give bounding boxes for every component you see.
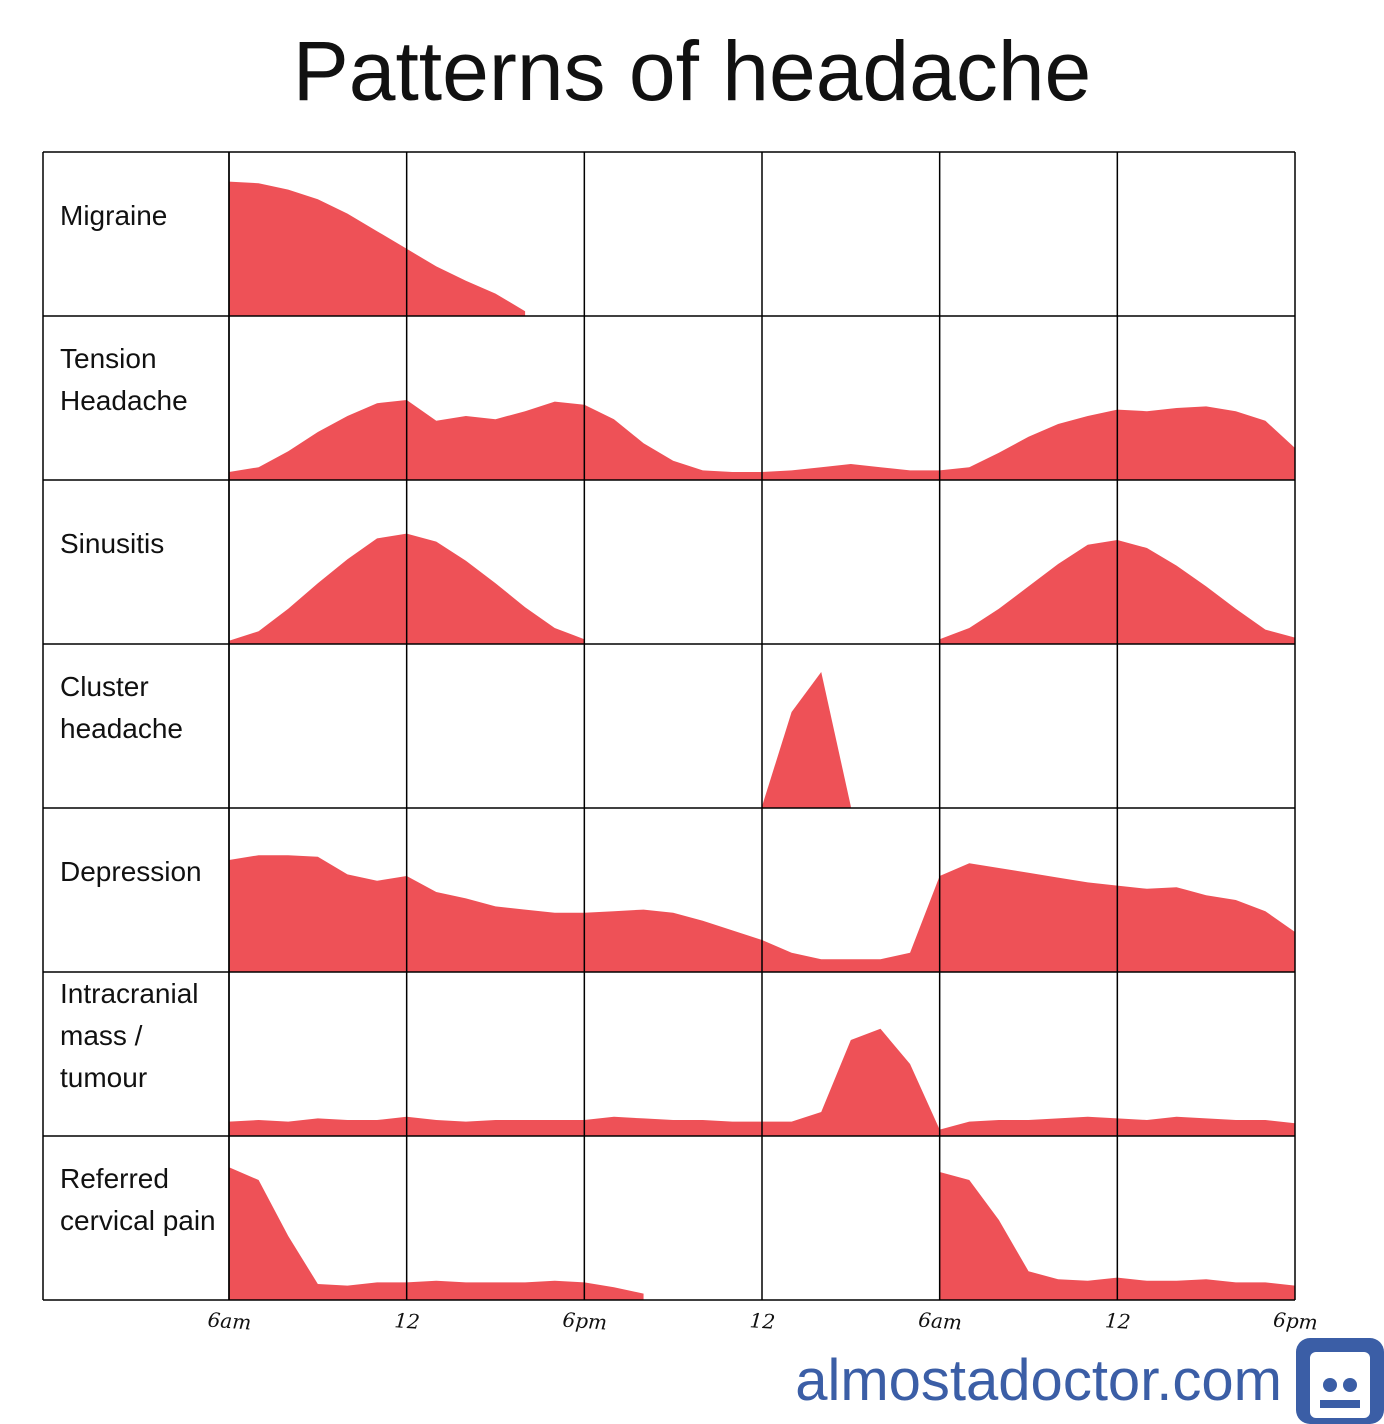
area bbox=[229, 855, 1295, 972]
area bbox=[229, 400, 1295, 480]
legend-label: Referred cervical pain bbox=[60, 1163, 216, 1236]
legend-label: Cluster headache bbox=[60, 671, 184, 744]
area bbox=[762, 672, 851, 808]
legend-label: Sinusitis bbox=[60, 528, 165, 559]
area bbox=[229, 1167, 644, 1300]
x-tick-label: 6am bbox=[918, 1308, 963, 1335]
chart-title: Patterns of headache bbox=[293, 24, 1092, 118]
area bbox=[229, 181, 526, 316]
x-tick-label: 6pm bbox=[562, 1307, 608, 1334]
x-tick-label: 12 bbox=[394, 1308, 421, 1334]
legend-label: Intracranial mass / tumour bbox=[60, 978, 199, 1093]
x-tick-label: 12 bbox=[1104, 1308, 1131, 1334]
area bbox=[229, 1028, 1295, 1136]
footer-text: almostadoctor.com bbox=[795, 1348, 1282, 1413]
legend-label: Migraine bbox=[60, 200, 168, 231]
x-tick-label: 6am bbox=[207, 1308, 252, 1335]
area bbox=[939, 1172, 1295, 1300]
x-tick-label: 6pm bbox=[1272, 1307, 1318, 1334]
footer-logo bbox=[1296, 1338, 1384, 1424]
legend-label: Tension Headache bbox=[60, 343, 188, 416]
x-tick-label: 12 bbox=[749, 1308, 776, 1334]
legend-label: Depression bbox=[60, 856, 202, 887]
